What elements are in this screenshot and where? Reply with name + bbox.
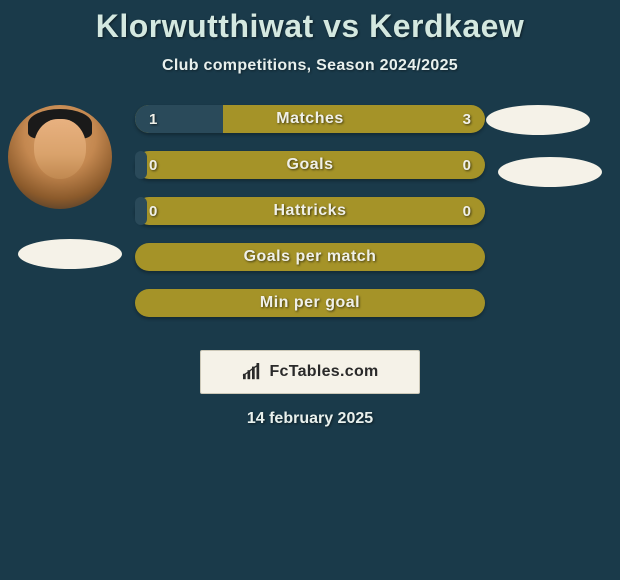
stat-value-right: 0 <box>463 197 471 225</box>
stat-label: Hattricks <box>135 197 485 225</box>
stat-bar-goals: 0 Goals 0 <box>135 151 485 179</box>
stat-label: Goals per match <box>135 243 485 271</box>
brand-text: FcTables.com <box>269 363 378 381</box>
avatar-face <box>34 119 86 179</box>
brand-badge: FcTables.com <box>200 350 420 394</box>
chart-bars-icon <box>241 363 263 381</box>
stat-label: Min per goal <box>135 289 485 317</box>
page-title: Klorwutthiwat vs Kerdkaew <box>0 8 620 45</box>
player-left-avatar <box>8 105 112 209</box>
stat-bars: 1 Matches 3 0 Goals 0 0 Hattricks 0 Goal… <box>135 105 485 335</box>
stat-bar-hattricks: 0 Hattricks 0 <box>135 197 485 225</box>
stat-bar-matches: 1 Matches 3 <box>135 105 485 133</box>
decor-ellipse <box>498 157 602 187</box>
stat-label: Goals <box>135 151 485 179</box>
date-line: 14 february 2025 <box>0 410 620 428</box>
stat-value-right: 0 <box>463 151 471 179</box>
decor-ellipse <box>18 239 122 269</box>
stat-bar-min-per-goal: Min per goal <box>135 289 485 317</box>
stat-value-right: 3 <box>463 105 471 133</box>
decor-ellipse <box>486 105 590 135</box>
stat-bar-goals-per-match: Goals per match <box>135 243 485 271</box>
stat-label: Matches <box>135 105 485 133</box>
page-subtitle: Club competitions, Season 2024/2025 <box>0 57 620 75</box>
